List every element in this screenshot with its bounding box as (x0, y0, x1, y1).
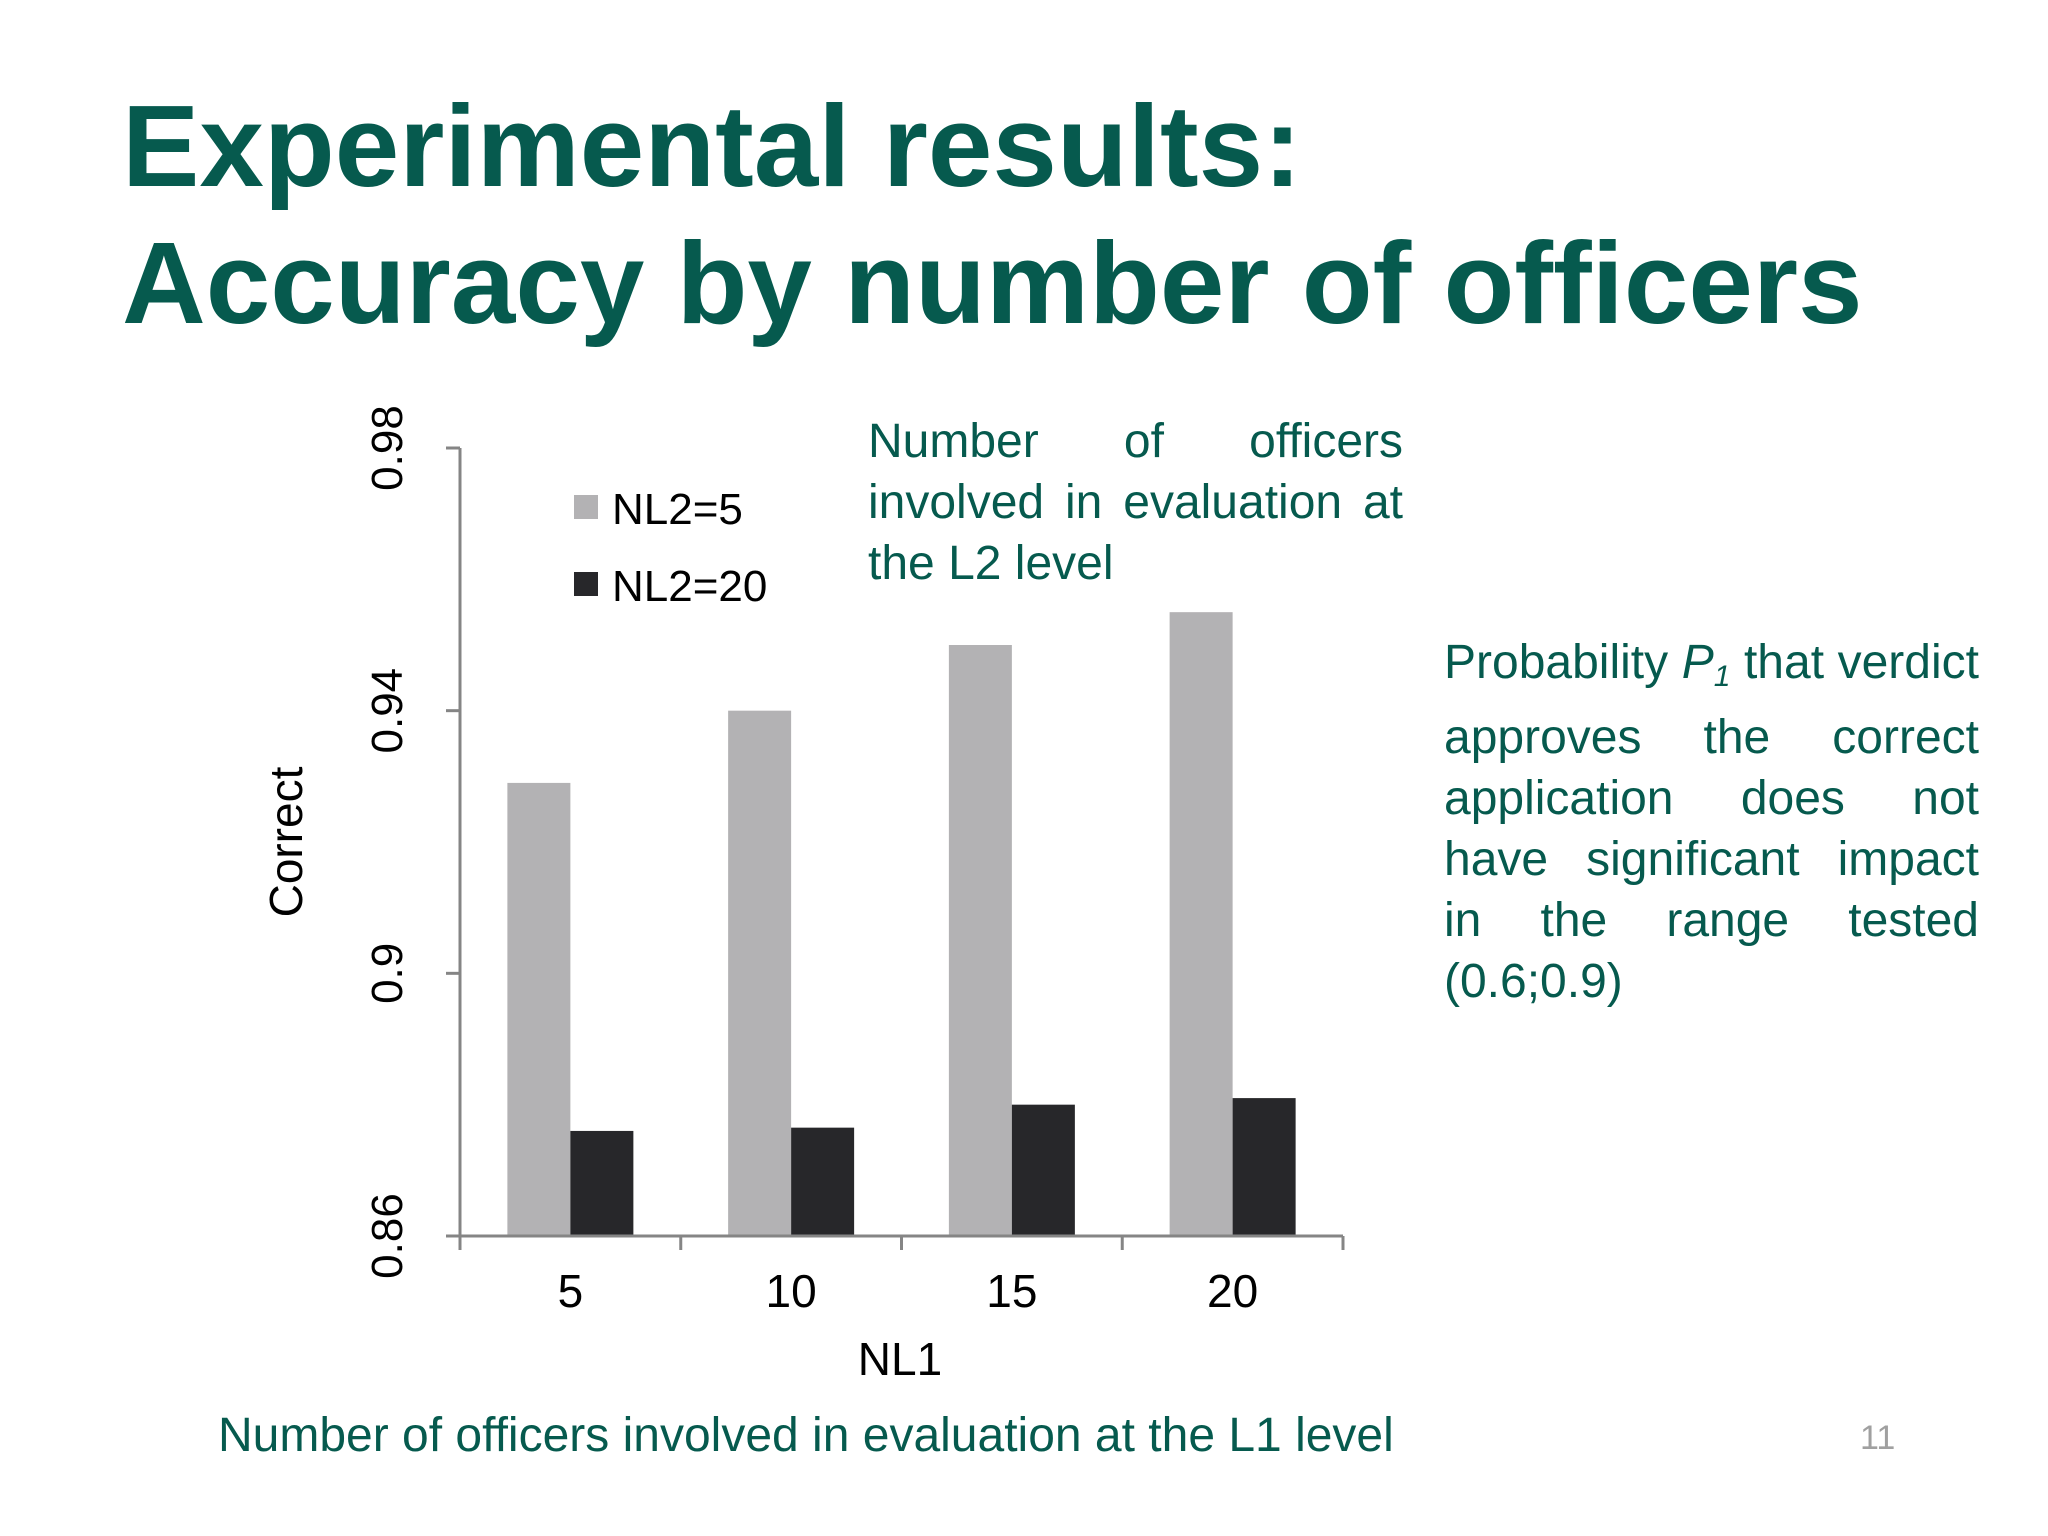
x-tick-label: 10 (766, 1265, 817, 1317)
legend-label: NL2=5 (612, 485, 743, 534)
p1-symbol-letter: P (1681, 636, 1714, 689)
p1-probability-annotation: Probability P1 that verdict approves the… (1444, 632, 1979, 1012)
bars-group (507, 612, 1296, 1236)
l1-level-annotation: Number of officers involved in evaluatio… (218, 1409, 1394, 1462)
legend-label: NL2=20 (612, 562, 767, 611)
y-tick-label: 0.86 (363, 1193, 412, 1279)
ticks-group: 0.86 0.9 0.94 0.98 5 10 15 20 (363, 405, 1345, 1317)
y-tick-label: 0.98 (363, 405, 412, 491)
y-tick-label: 0.94 (363, 668, 412, 754)
y-axis-label: Correct (260, 766, 312, 917)
legend-swatch (574, 572, 598, 596)
y-tick-label: 0.9 (363, 943, 412, 1004)
p1-subscript: 1 (1713, 660, 1731, 693)
p1-text-end: that verdict approves the correct applic… (1444, 636, 1979, 1008)
x-tick-label: 15 (986, 1265, 1037, 1317)
x-axis-label: NL1 (858, 1333, 942, 1385)
x-tick-label: 20 (1207, 1265, 1258, 1317)
title-line-1: Experimental results: (122, 81, 1302, 211)
bar-nl2-5-20 (1169, 612, 1233, 1236)
bar-nl2-20-15 (1011, 1104, 1075, 1236)
p1-symbol: P1 (1681, 636, 1731, 693)
bar-nl2-20-5 (570, 1130, 634, 1236)
slide-title: Experimental results: Accuracy by number… (122, 78, 1982, 352)
bar-nl2-5-10 (728, 710, 792, 1236)
title-line-2: Accuracy by number of officers (122, 218, 1863, 348)
page-number: 11 (1860, 1419, 1896, 1457)
bar-nl2-5-15 (948, 645, 1012, 1236)
bar-nl2-20-20 (1232, 1098, 1296, 1236)
bar-nl2-20-10 (791, 1127, 855, 1236)
x-tick-label: 5 (558, 1265, 584, 1317)
l2-level-annotation: Number of officers involved in evaluatio… (868, 415, 1403, 590)
legend: NL2=5 NL2=20 (574, 485, 767, 611)
p1-text-start: Probability (1444, 636, 1669, 689)
legend-swatch (574, 495, 598, 519)
bar-nl2-5-5 (507, 782, 571, 1236)
